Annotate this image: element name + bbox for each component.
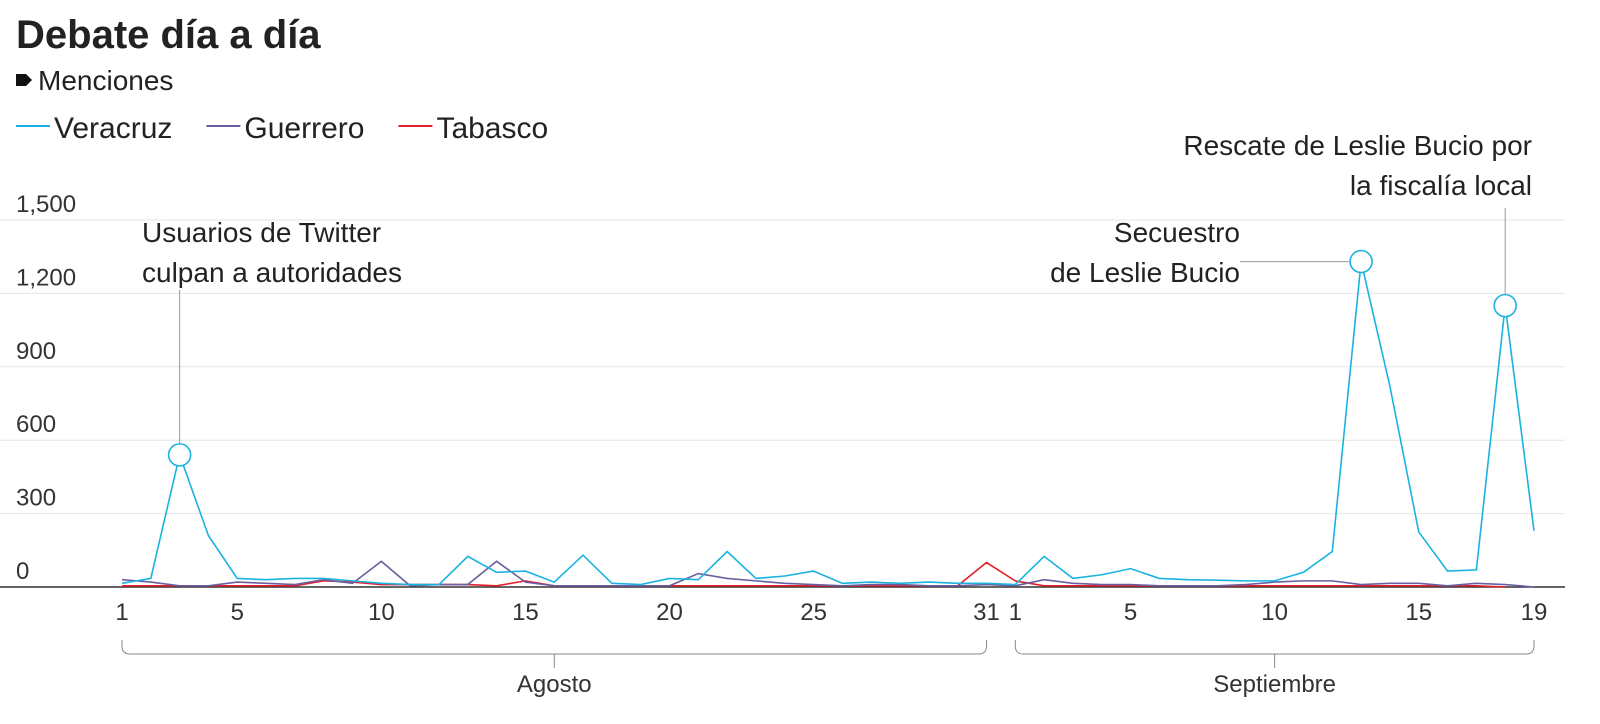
y-tick-label: 900: [16, 338, 56, 365]
x-tick-label: 31: [973, 599, 1000, 626]
x-tick-label: 15: [512, 599, 539, 626]
annotation-text: la fiscalía local: [1350, 170, 1532, 201]
legend-label: Tabasco: [436, 112, 548, 145]
subtitle-marker: [16, 74, 32, 86]
annotation-text: Usuarios de Twitter: [142, 217, 381, 248]
x-tick-label: 25: [800, 599, 827, 626]
annotation-text: de Leslie Bucio: [1050, 257, 1240, 288]
x-tick-label: 10: [368, 599, 395, 626]
x-tick-label: 20: [656, 599, 683, 626]
group-label: Agosto: [517, 671, 592, 698]
y-tick-label: 0: [16, 558, 29, 585]
annotation-text: culpan a autoridades: [142, 257, 402, 288]
x-tick-label: 1: [1009, 599, 1022, 626]
annotation-marker: [1493, 293, 1517, 318]
annotation-marker: [167, 443, 192, 467]
annotation-text: Rescate de Leslie Bucio por: [1183, 130, 1532, 161]
group-label: Septiembre: [1213, 671, 1336, 698]
chart-title: Debate día a día: [16, 13, 321, 57]
x-tick-label: 15: [1405, 599, 1432, 626]
series-line: [122, 561, 1506, 588]
group-bracket: [1014, 640, 1535, 668]
annotation-marker: [1349, 249, 1373, 274]
y-tick-label: 1,500: [16, 191, 76, 218]
annotation-text: Secuestro: [1114, 217, 1240, 248]
x-tick-label: 1: [115, 599, 128, 626]
y-tick-label: 1,200: [16, 264, 76, 291]
x-tick-label: 19: [1521, 599, 1548, 626]
legend-label: Guerrero: [244, 112, 364, 145]
legend-label: Veracruz: [54, 112, 172, 145]
series-line: [121, 560, 1535, 588]
chart-subtitle: Menciones: [38, 65, 173, 96]
x-tick-label: 10: [1261, 599, 1288, 626]
x-tick-label: 5: [231, 599, 244, 626]
x-tick-label: 5: [1124, 599, 1137, 626]
y-tick-label: 300: [16, 485, 56, 512]
series-line: [121, 261, 1535, 586]
group-bracket: [121, 640, 987, 668]
y-tick-label: 600: [16, 411, 56, 438]
